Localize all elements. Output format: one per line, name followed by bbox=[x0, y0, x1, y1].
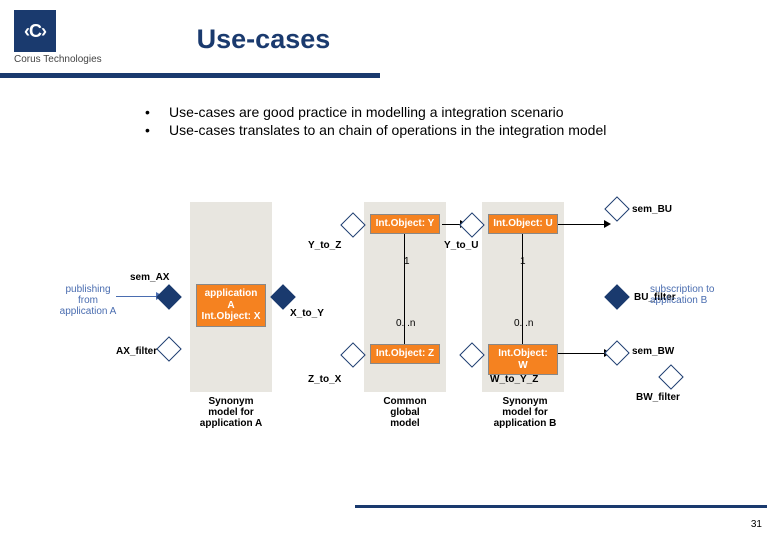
diamond-d-u-left bbox=[459, 212, 484, 237]
bullet-item: • Use-cases translates to an chain of op… bbox=[145, 122, 780, 138]
label-z-to-x: Z_to_X bbox=[308, 374, 341, 385]
logo-block: ‹C› Corus Technologies bbox=[14, 10, 102, 65]
label-sub-b: subscription toapplication B bbox=[650, 284, 730, 306]
node-app-a: application AInt.Object: X bbox=[196, 284, 266, 327]
diamond-sem-ax bbox=[156, 284, 181, 309]
diamond-sem-bw bbox=[604, 340, 629, 365]
integration-diagram: Int.Object: Y application AInt.Object: X I… bbox=[60, 196, 720, 444]
diamond-bu-filter bbox=[604, 284, 629, 309]
diamond-bw-filter bbox=[658, 364, 683, 389]
node-int-y: Int.Object: Y bbox=[370, 214, 440, 234]
label-one-1: 1 bbox=[404, 256, 410, 267]
label-zn-2: 0. .n bbox=[514, 318, 533, 329]
bullet-text: Use-cases are good practice in modelling… bbox=[169, 104, 564, 120]
diamond-d-y bbox=[340, 212, 365, 237]
diamond-ax-filter bbox=[156, 336, 181, 361]
connector-arrow bbox=[558, 224, 606, 225]
label-y-to-u: Y_to_U bbox=[444, 240, 478, 251]
label-sem-bu-l: sem_BU bbox=[632, 204, 672, 215]
label-w-to-yz: W_to_Y_Z bbox=[490, 374, 538, 385]
bullet-list: • Use-cases are good practice in modelli… bbox=[145, 104, 780, 138]
node-int-u: Int.Object: U bbox=[488, 214, 558, 234]
label-bw-filter-l: BW_filter bbox=[636, 392, 680, 403]
label-pub-a: publishingfromapplication A bbox=[58, 284, 118, 317]
bullet-dot: • bbox=[145, 104, 169, 120]
header: ‹C› Corus Technologies Use-cases bbox=[0, 0, 780, 65]
page-title: Use-cases bbox=[197, 24, 331, 55]
bullet-text: Use-cases translates to an chain of oper… bbox=[169, 122, 606, 138]
page-number: 31 bbox=[751, 519, 762, 530]
label-syn-b: Synonymmodel forapplication B bbox=[486, 396, 564, 429]
arrow-head-icon bbox=[604, 220, 611, 228]
label-syn-a: Synonymmodel forapplication A bbox=[192, 396, 270, 429]
diamond-d-near-appa bbox=[270, 284, 295, 309]
label-sem-bw-l: sem_BW bbox=[632, 346, 674, 357]
label-zn-1: 0. .n bbox=[396, 318, 415, 329]
label-x-to-y: X_to_Y bbox=[290, 308, 324, 319]
bullet-item: • Use-cases are good practice in modelli… bbox=[145, 104, 780, 120]
diamond-sem-bu bbox=[604, 196, 629, 221]
node-int-w: Int.Object: W bbox=[488, 344, 558, 375]
logo-text: Corus Technologies bbox=[14, 54, 102, 65]
logo-icon: ‹C› bbox=[14, 10, 56, 52]
label-ax-filter-l: AX_filter bbox=[116, 346, 157, 357]
title-underline bbox=[0, 73, 380, 78]
node-int-z: Int.Object: Z bbox=[370, 344, 440, 364]
connector-arrow bbox=[558, 353, 606, 354]
footer-rule bbox=[355, 505, 767, 508]
label-y-to-z: Y_to_Z bbox=[308, 240, 341, 251]
label-sem-ax-l: sem_AX bbox=[130, 272, 169, 283]
label-one-2: 1 bbox=[520, 256, 526, 267]
diamond-d-w-left bbox=[459, 342, 484, 367]
diamond-d-z bbox=[340, 342, 365, 367]
bullet-dot: • bbox=[145, 122, 169, 138]
connector-arrow bbox=[116, 296, 158, 297]
label-common: Commonglobalmodel bbox=[370, 396, 440, 429]
